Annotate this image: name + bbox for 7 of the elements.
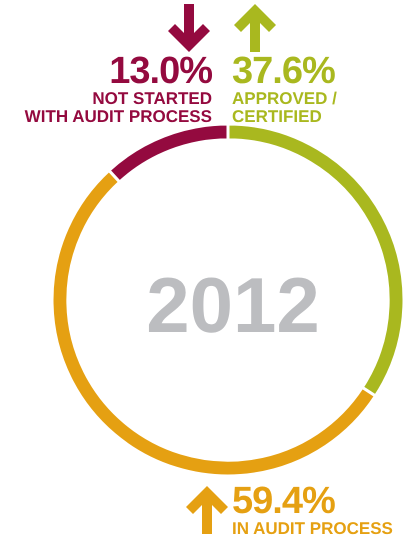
data-label: 13.0% — [108, 50, 212, 92]
data-label: 59.4% — [232, 480, 336, 522]
slice-label: APPROVED / CERTIFIED — [232, 89, 337, 126]
slice-label: IN AUDIT PROCESS — [232, 519, 393, 538]
text: 2012 — [146, 261, 320, 349]
slice-label: NOT STARTED WITH AUDIT PROCESS — [24, 89, 212, 126]
data-label: 37.6% — [232, 50, 335, 92]
